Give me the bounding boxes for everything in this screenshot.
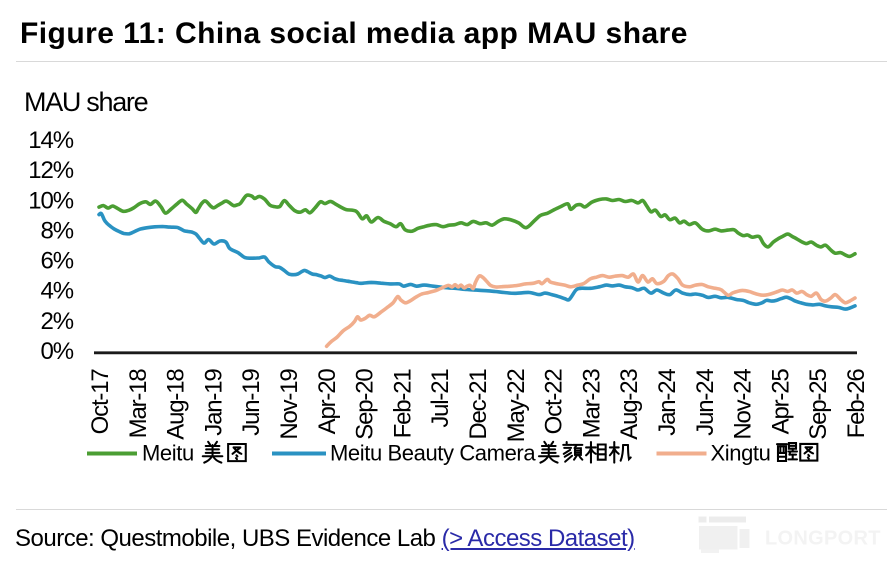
svg-text:14%: 14%: [28, 127, 73, 154]
svg-text:Xingtu: Xingtu: [711, 440, 771, 465]
svg-text:Sep-20: Sep-20: [352, 369, 379, 440]
svg-text:Jan-24: Jan-24: [654, 369, 681, 436]
svg-text:Meitu: Meitu: [142, 440, 194, 465]
svg-text:12%: 12%: [28, 157, 73, 184]
svg-text:Jan-19: Jan-19: [200, 369, 227, 436]
svg-text:LONGPORT: LONGPORT: [765, 528, 881, 550]
svg-text:May-22: May-22: [503, 369, 530, 443]
svg-text:Meitu Beauty Camera: Meitu Beauty Camera: [330, 440, 536, 465]
svg-text:6%: 6%: [41, 248, 74, 275]
svg-text:Nov-19: Nov-19: [276, 369, 303, 440]
svg-text:Nov-24: Nov-24: [730, 369, 757, 440]
svg-text:2%: 2%: [41, 308, 74, 335]
svg-text:Mar-18: Mar-18: [125, 369, 152, 439]
svg-text:0%: 0%: [41, 338, 74, 365]
svg-text:Aug-23: Aug-23: [616, 369, 643, 440]
svg-text:Apr-25: Apr-25: [767, 369, 794, 435]
svg-text:Jun-24: Jun-24: [692, 369, 719, 436]
svg-text:Feb-26: Feb-26: [843, 369, 870, 439]
svg-text:Feb-21: Feb-21: [389, 369, 416, 439]
svg-text:Oct-17: Oct-17: [87, 369, 114, 435]
svg-text:Jun-19: Jun-19: [238, 369, 265, 436]
svg-text:Sep-25: Sep-25: [805, 369, 832, 440]
svg-text:Apr-20: Apr-20: [314, 369, 341, 435]
svg-text:4%: 4%: [41, 278, 74, 305]
svg-text:Oct-22: Oct-22: [541, 369, 568, 435]
svg-text:Mar-23: Mar-23: [578, 369, 605, 439]
svg-text:Jul-21: Jul-21: [427, 369, 454, 428]
svg-text:Dec-21: Dec-21: [465, 369, 492, 440]
svg-text:Aug-18: Aug-18: [163, 369, 190, 440]
svg-text:10%: 10%: [28, 187, 73, 214]
svg-text:8%: 8%: [41, 217, 74, 244]
